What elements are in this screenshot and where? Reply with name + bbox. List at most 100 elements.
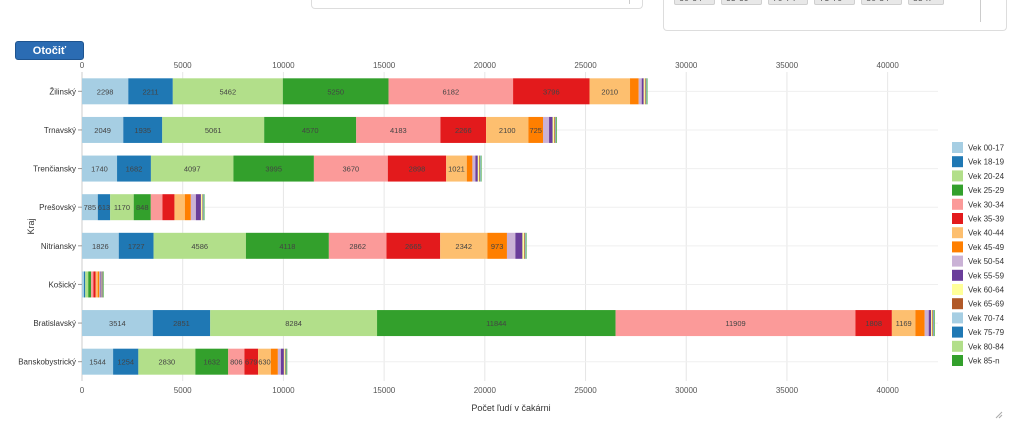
data-label: 1170 (114, 203, 130, 212)
data-label: 11909 (725, 319, 745, 328)
age-tag[interactable]: 75-79 × (814, 0, 856, 5)
bar-segment (934, 310, 935, 337)
data-label: 1826 (92, 242, 109, 251)
bar-segment (82, 348, 114, 375)
bar-segment (506, 232, 516, 259)
bar-segment (543, 116, 550, 143)
age-tag[interactable]: 70-74 × (767, 0, 809, 5)
bar-segment (641, 78, 644, 105)
bar-segment (203, 194, 204, 221)
data-label: 5250 (327, 87, 344, 96)
x-tick-label-top: 35000 (776, 61, 799, 70)
legend-swatch (952, 284, 963, 295)
age-tag[interactable]: 60-64 × (674, 0, 715, 5)
bar-segment (203, 194, 205, 221)
bar-segment (162, 194, 175, 221)
data-label: 2830 (159, 358, 176, 367)
panel-scrollbar[interactable] (980, 0, 981, 22)
bar-segment (286, 348, 287, 375)
selected-age-tags: 60-64 × 65-69 × 70-74 × 75-79 × 80-84 × 85-n … (674, 0, 944, 5)
bar-segment (82, 310, 153, 337)
bar-segment (91, 271, 94, 298)
legend-swatch (952, 170, 963, 182)
bar-segment (525, 232, 527, 259)
bar-segment (466, 155, 473, 182)
legend-label: Vek 18-19 (968, 158, 1005, 167)
legend-swatch (952, 255, 963, 267)
bar-segment (174, 194, 185, 221)
bar-segment (277, 348, 281, 375)
data-label: 2266 (455, 126, 472, 135)
data-label: 848 (136, 203, 149, 212)
legend-label: Vek 30-34 (968, 200, 1005, 209)
bar-segment (486, 116, 529, 143)
data-label: 3514 (109, 319, 126, 328)
x-tick-label-bottom: 40000 (877, 386, 900, 395)
bar-segment (446, 155, 467, 182)
bar-segment (93, 271, 96, 298)
bar-segment (102, 271, 103, 298)
data-label: 4097 (184, 165, 201, 174)
bar-segment (589, 78, 631, 105)
bar-segment (285, 348, 287, 375)
bar-segment (556, 116, 557, 143)
data-label: 630 (258, 358, 271, 367)
x-tick-label-top: 30000 (675, 61, 698, 70)
bar-segment (479, 155, 480, 182)
age-tag[interactable]: 65-69 × (720, 0, 762, 5)
rotate-data-button[interactable]: Otočiť dáta (15, 41, 84, 74)
data-label: 2298 (97, 87, 114, 96)
legend-label: Vek 80-84 (968, 342, 1005, 351)
bar-segment (526, 232, 527, 259)
age-tag[interactable]: 80-84 × (861, 0, 902, 5)
bar-segment (172, 78, 283, 105)
bar-segment (101, 271, 103, 298)
panel-scrollbar[interactable] (629, 0, 630, 4)
bar-segment (933, 310, 935, 337)
bar-segment (82, 232, 119, 259)
legend-swatch (952, 184, 963, 196)
bar-segment (643, 78, 645, 105)
bar-segment (645, 78, 647, 105)
legend-swatch (952, 241, 963, 253)
bar-segment (933, 310, 934, 337)
bar-segment (184, 194, 191, 221)
bar-segment (195, 348, 229, 375)
bar-segment (110, 194, 134, 221)
data-label: 2342 (455, 242, 472, 251)
bar-segment (162, 116, 265, 143)
bar-segment (549, 116, 553, 143)
y-tick-label: Bratislavský (33, 319, 76, 328)
legend-label: Vek 35-39 (968, 215, 1005, 224)
bar-segment (228, 348, 245, 375)
bar-segment (258, 348, 271, 375)
bar-segment (282, 78, 389, 105)
bar-segment (82, 194, 98, 221)
legend-label: Vek 75-79 (968, 328, 1005, 337)
bar-segment (123, 116, 163, 143)
resize-grip-icon[interactable] (995, 411, 1003, 419)
legend-label: Vek 70-74 (968, 314, 1005, 323)
data-label: 5462 (219, 87, 236, 96)
age-tag[interactable]: 85-n × (907, 0, 944, 5)
legend-swatch (952, 142, 963, 153)
bar-segment (932, 310, 934, 337)
bar-segment (153, 232, 246, 259)
bar-segment (524, 232, 526, 259)
x-tick-label-top: 10000 (272, 61, 295, 70)
bar-segment (286, 348, 288, 375)
bar-segment (475, 155, 478, 182)
data-label: 2100 (499, 126, 516, 135)
legend-label: Vek 65-69 (968, 300, 1005, 309)
x-tick-label-bottom: 0 (80, 386, 85, 395)
data-label: 1808 (865, 319, 882, 328)
data-label: 3995 (265, 165, 282, 174)
x-tick-label-top: 15000 (373, 61, 396, 70)
bar-segment (150, 194, 163, 221)
y-tick-label: Nitriansky (41, 242, 76, 251)
bar-segment (440, 116, 487, 143)
data-label: 679 (245, 358, 258, 367)
bar-segment (515, 232, 523, 259)
x-tick-label-bottom: 10000 (272, 386, 295, 395)
